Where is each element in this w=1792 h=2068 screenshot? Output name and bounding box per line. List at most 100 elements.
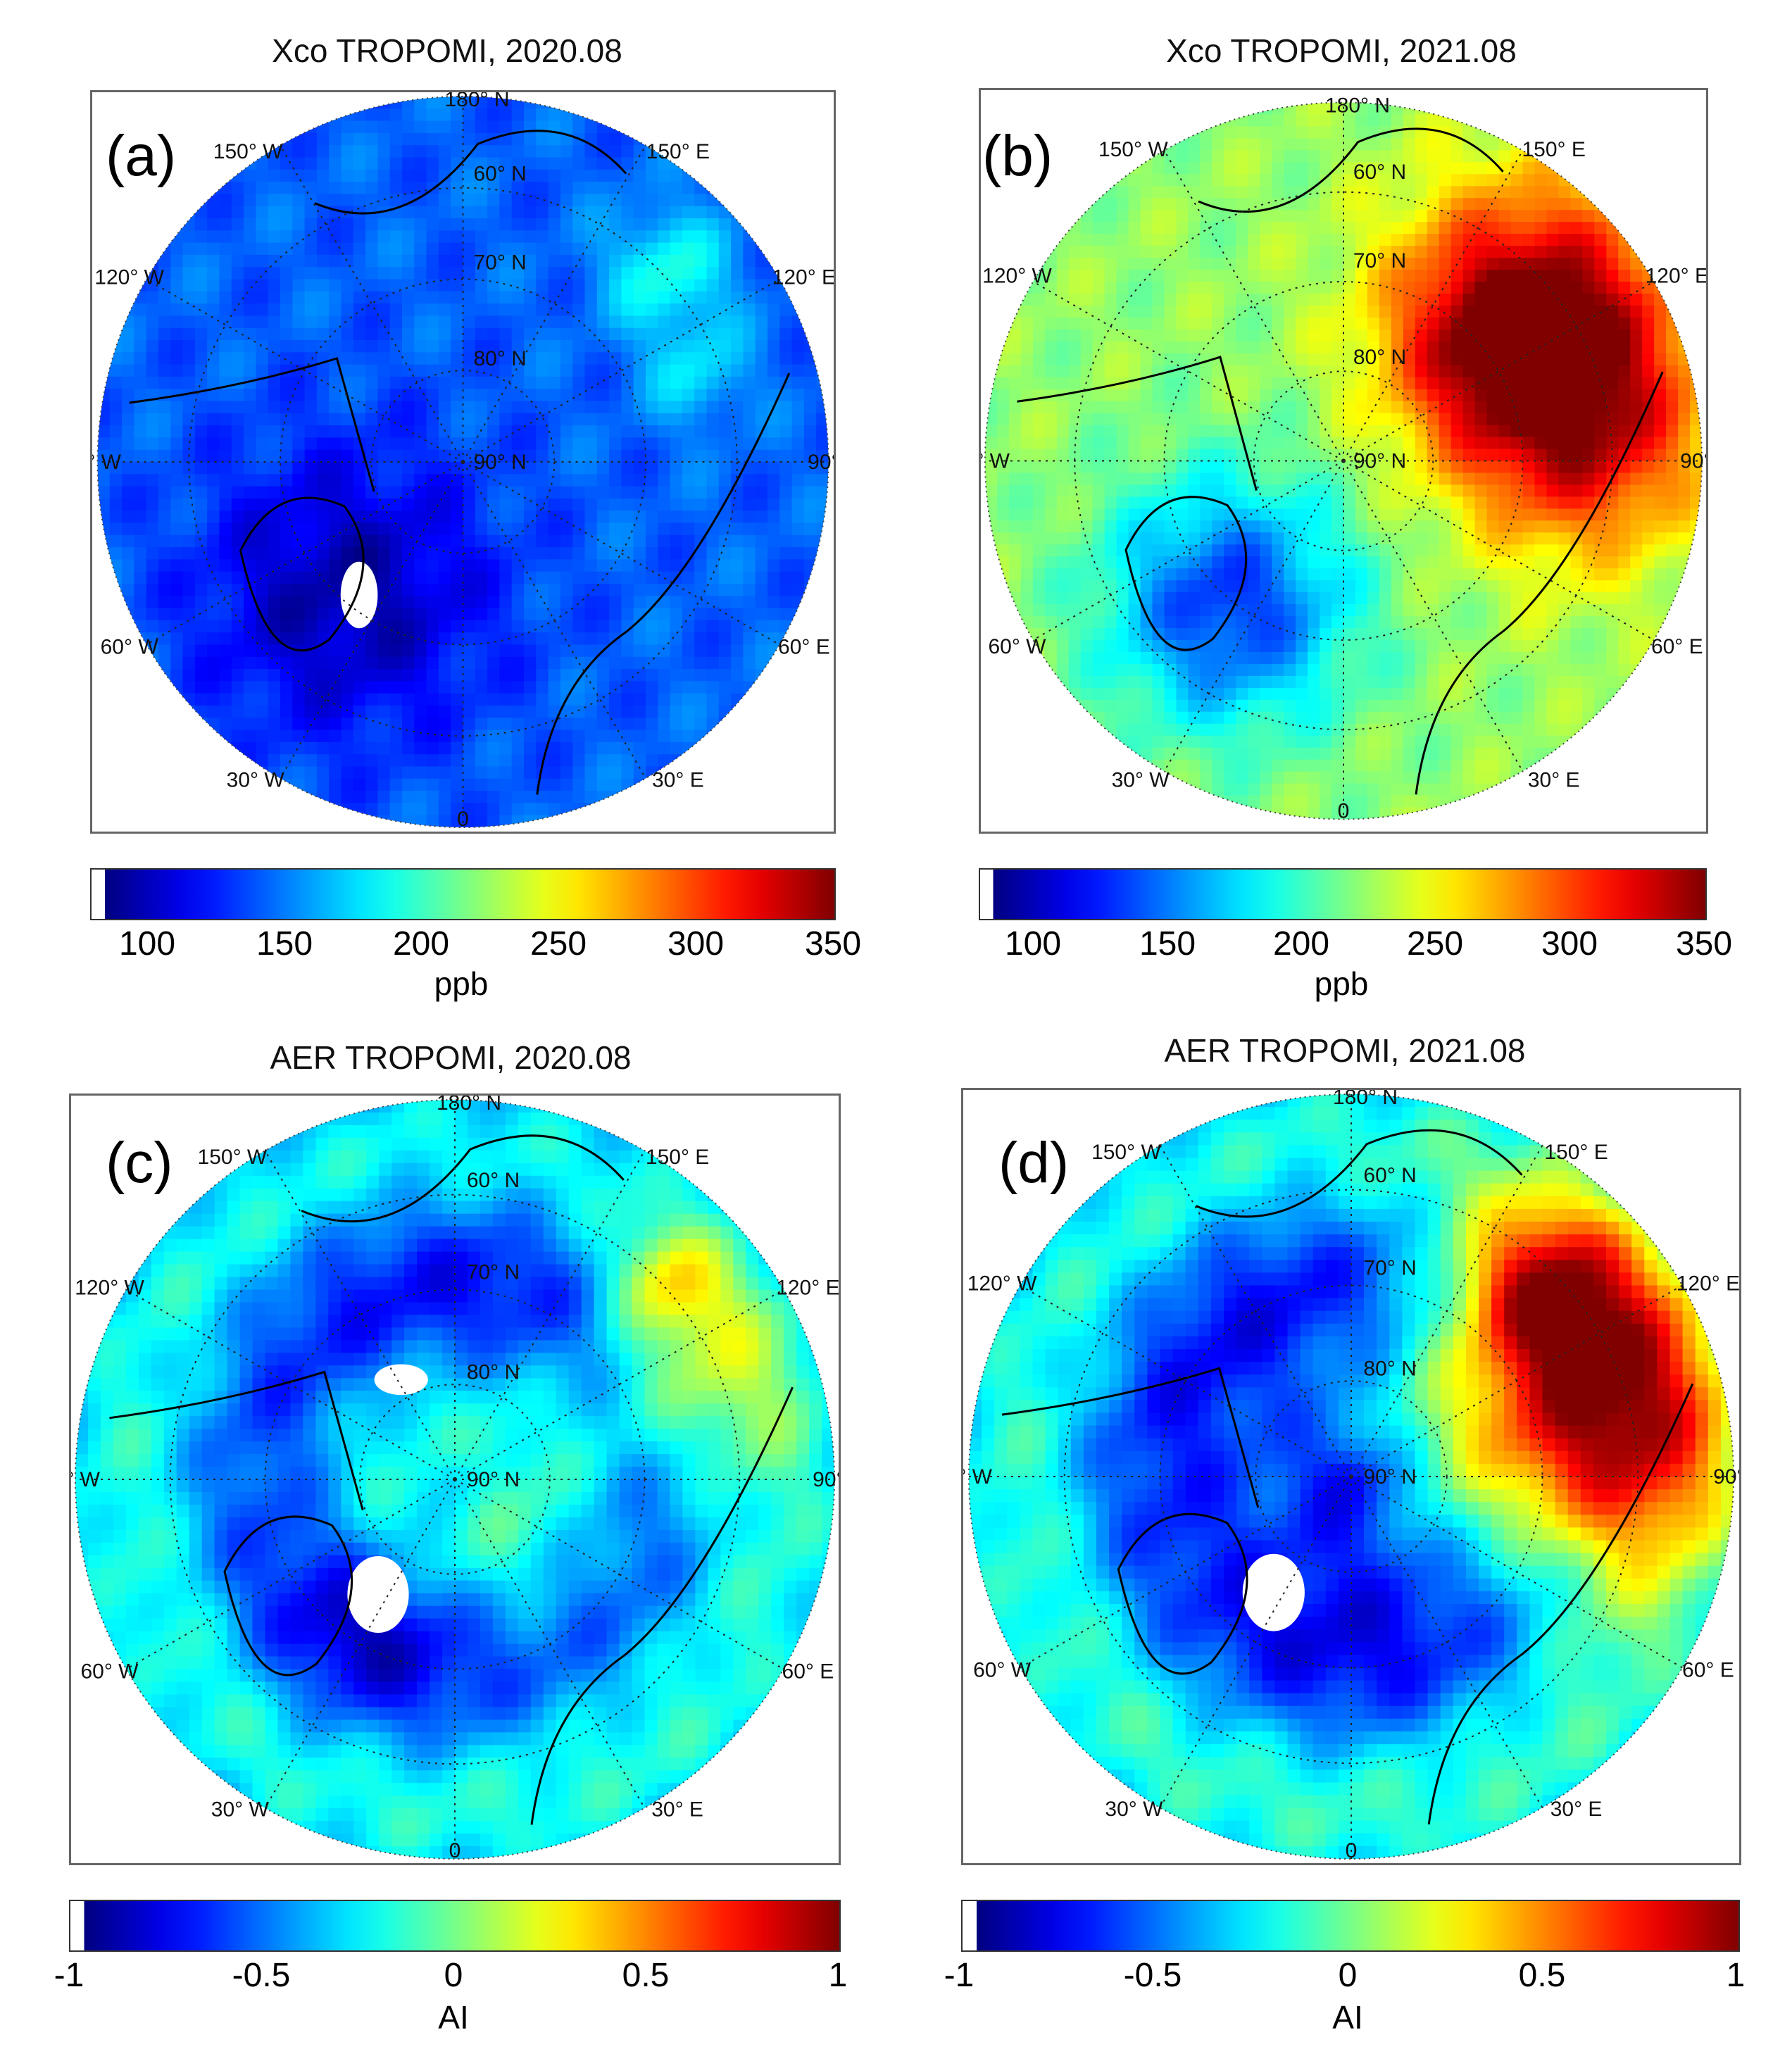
colorbar	[961, 1900, 1740, 1952]
colorbar	[979, 868, 1707, 920]
geo-label: 80° N	[1363, 1357, 1416, 1380]
geo-label: 120° E	[776, 1277, 839, 1300]
colorbar-tick: 100	[1004, 925, 1062, 963]
geo-label: 60° E	[778, 636, 830, 659]
geo-label: 180° N	[1333, 1090, 1398, 1109]
geo-label: 150° E	[646, 1146, 709, 1169]
geo-label: 120° E	[1646, 264, 1706, 287]
geo-label: 0	[457, 808, 469, 831]
map-boundary	[96, 96, 829, 828]
panel-title: Xco TROPOMI, 2020.08	[272, 32, 622, 69]
geo-label: 90° N	[1363, 1465, 1416, 1489]
geo-label: 70° N	[1353, 249, 1406, 272]
graticule	[969, 1094, 1734, 1859]
colorbar-tick: 1	[828, 1957, 848, 1994]
geo-label: 30° W	[211, 1798, 270, 1822]
colorbar-tick: 300	[667, 925, 725, 963]
map-boundary	[75, 1099, 835, 1860]
polar-map: 180° N 0 150° W 150° E 120° W 120° E 90° W 90° …	[71, 1096, 839, 1862]
geo-label: 30° W	[227, 769, 285, 792]
colorbar-tick: 0	[444, 1957, 463, 1994]
geo-label: 60° N	[467, 1169, 520, 1192]
geo-label: 30° E	[1528, 768, 1580, 791]
geo-label: 80° N	[467, 1360, 520, 1384]
panel-title: Xco TROPOMI, 2021.08	[1166, 32, 1517, 69]
colorbar-tick: 100	[118, 925, 176, 963]
geo-label: 120° W	[967, 1272, 1037, 1296]
panel-letter: (b)	[982, 124, 1053, 188]
geo-label: 90° W	[71, 1468, 101, 1491]
coastlines	[109, 1134, 794, 1825]
colorbar-tick: 250	[1406, 925, 1464, 963]
colorbar-tick: -0.5	[232, 1957, 291, 1994]
geo-label: 90° N	[1353, 450, 1406, 473]
coastlines	[1001, 1129, 1694, 1825]
geo-label: 60° E	[782, 1660, 834, 1684]
geo-label: 150° W	[213, 140, 283, 163]
colorbar-tick: -1	[944, 1957, 975, 1994]
geo-label: 120° W	[94, 266, 164, 289]
colorbar-tick: 150	[1139, 925, 1196, 963]
geo-label: 30° E	[651, 1798, 703, 1822]
map-frame: 180° N 0 150° W 150° E 120° W 120° E 90° W 90° …	[69, 1093, 841, 1865]
colorbar-tick: 0.5	[1518, 1957, 1566, 1994]
coastlines	[129, 130, 791, 795]
geo-label: 90° N	[467, 1468, 520, 1491]
geo-label: 180° N	[1325, 94, 1390, 118]
colorbar-unit: ppb	[434, 965, 489, 1002]
geo-label: 180° N	[437, 1096, 501, 1115]
graticule-labels: 180° N 0 150° W 150° E 120° W 120° E 90° W 90° …	[981, 94, 1706, 823]
geo-label: 150° E	[646, 140, 710, 163]
map-frame: 180° N 0 150° W 150° E 120° W 120° E 90° W 90° …	[979, 88, 1708, 834]
colorbar-unit: AI	[1332, 1999, 1363, 2036]
panel-title: AER TROPOMI, 2020.08	[270, 1039, 632, 1076]
geo-label: 120° W	[982, 264, 1052, 287]
map-frame: 180° N 0 150° W 150° E 120° W 120° E 90° W 90° …	[90, 90, 836, 834]
colorbar-tick: -1	[54, 1957, 84, 1994]
panel-letter: (d)	[998, 1131, 1070, 1195]
geo-label: 0	[449, 1839, 461, 1862]
panel-letter: (a)	[106, 124, 177, 188]
colorbar-tick: 200	[1272, 925, 1330, 963]
colorbar-tick: 0	[1338, 1957, 1358, 1994]
graticule-labels: 180° N 0 150° W 150° E 120° W 120° E 90° W 90° …	[963, 1090, 1739, 1862]
colorbar-tick: 200	[392, 925, 450, 963]
geo-label: 70° N	[1363, 1257, 1416, 1280]
geo-label: 120° E	[1677, 1272, 1739, 1296]
colorbar-tick: 250	[530, 925, 587, 963]
geo-label: 30° E	[652, 769, 704, 792]
geo-label: 0	[1338, 800, 1350, 823]
colorbar-tick: -0.5	[1123, 1957, 1182, 1994]
geo-label: 80° N	[473, 347, 526, 370]
geo-label: 60° W	[80, 1660, 139, 1684]
geo-label: 30° W	[1112, 768, 1170, 791]
colorbar-tick: 350	[804, 925, 862, 963]
geo-label: 60° E	[1682, 1659, 1734, 1682]
colorbar-unit: ppb	[1314, 965, 1369, 1002]
geo-label: 150° W	[1091, 1141, 1161, 1164]
map-boundary	[984, 101, 1703, 820]
geo-label: 90° W	[92, 451, 122, 474]
geo-label: 150° W	[1098, 138, 1168, 161]
geo-label: 0	[1346, 1839, 1358, 1862]
geo-label: 60° W	[988, 635, 1046, 658]
panel-title: AER TROPOMI, 2021.08	[1164, 1032, 1526, 1069]
graticule-labels: 180° N 0 150° W 150° E 120° W 120° E 90° W 90° …	[92, 92, 834, 831]
coastlines	[1017, 127, 1664, 795]
colorbar-tick: 1	[1726, 1957, 1746, 1994]
geo-label: 70° N	[467, 1261, 520, 1284]
colorbar-tick: 0.5	[622, 1957, 670, 1994]
colorbar-tick: 350	[1675, 925, 1733, 963]
colorbar	[90, 868, 836, 920]
geo-label: 60° N	[1353, 161, 1406, 184]
geo-label: 150° E	[1522, 138, 1585, 161]
polar-map: 180° N 0 150° W 150° E 120° W 120° E 90° W 90° …	[92, 92, 834, 831]
colorbar-unit: AI	[438, 1999, 469, 2036]
geo-label: 30° W	[1105, 1798, 1163, 1821]
geo-label: 90° W	[981, 450, 1010, 473]
geo-label: 90° N	[473, 451, 526, 474]
geo-label: 90° E	[1680, 450, 1706, 473]
colorbar-tick: 150	[256, 925, 313, 963]
graticule	[97, 96, 829, 827]
graticule	[75, 1100, 834, 1859]
